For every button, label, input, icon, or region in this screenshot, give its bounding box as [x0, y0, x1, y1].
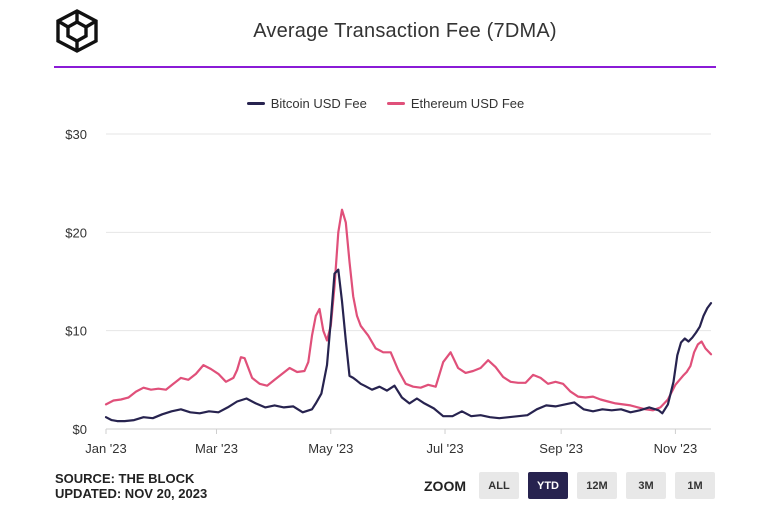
title-divider: [54, 66, 716, 68]
zoom-button-3m[interactable]: 3M: [626, 472, 666, 499]
source-text: SOURCE: THE BLOCK: [55, 471, 195, 486]
legend-swatch-ethereum: [386, 102, 405, 105]
zoom-button-ytd[interactable]: YTD: [528, 472, 568, 499]
y-tick-label: $0: [73, 422, 87, 437]
legend-label-bitcoin: Bitcoin USD Fee: [270, 96, 367, 111]
y-tick-label: $10: [65, 324, 87, 339]
legend-swatch-bitcoin: [246, 102, 265, 105]
series-line-bitcoin: [104, 268, 713, 423]
series-line-ethereum: [104, 208, 713, 412]
x-tick-label: May '23: [308, 441, 353, 456]
legend-item-ethereum[interactable]: Ethereum USD Fee: [386, 96, 525, 111]
y-tick-label: $30: [65, 127, 87, 142]
the-block-logo: [56, 9, 98, 53]
x-tick-label: Jul '23: [426, 441, 463, 456]
zoom-button-12m[interactable]: 12M: [577, 472, 617, 499]
zoom-button-1m[interactable]: 1M: [675, 472, 715, 499]
legend-item-bitcoin[interactable]: Bitcoin USD Fee: [246, 96, 367, 111]
x-tick-label: Jan '23: [85, 441, 127, 456]
y-tick-label: $20: [65, 225, 87, 240]
zoom-button-all[interactable]: ALL: [479, 472, 519, 499]
zoom-label: ZOOM: [424, 477, 466, 494]
x-tick-label: Nov '23: [654, 441, 698, 456]
x-tick-label: Sep '23: [539, 441, 583, 456]
zoom-controls: ZOOM ALL YTD 12M 3M 1M: [424, 472, 715, 499]
legend-label-ethereum: Ethereum USD Fee: [410, 96, 525, 111]
chart-legend: Bitcoin USD Fee Ethereum USD Fee: [0, 96, 771, 111]
x-tick-label: Mar '23: [195, 441, 238, 456]
chart-footer: SOURCE: THE BLOCK UPDATED: NOV 20, 2023: [55, 471, 207, 501]
updated-text: UPDATED: NOV 20, 2023: [55, 486, 208, 501]
chart-title: Average Transaction Fee (7DMA): [253, 20, 557, 42]
